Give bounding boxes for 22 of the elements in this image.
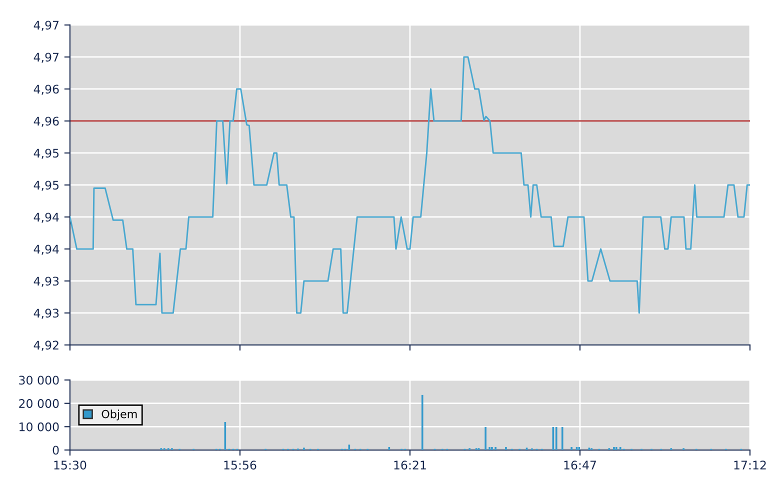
legend-label: Objem <box>102 410 137 420</box>
x-tick-label: 16:47 <box>564 460 596 470</box>
y-tick-label: 4,94 <box>34 244 59 255</box>
y-tick-label: 4,95 <box>34 148 59 159</box>
y-tick-label: 10 000 <box>20 422 59 432</box>
x-tick-label: 15:30 <box>54 460 86 470</box>
x-tick-label: 15:56 <box>224 460 256 470</box>
y-tick-label: 4,94 <box>34 212 59 223</box>
y-tick-label: 4,92 <box>34 340 58 351</box>
y-tick-label: 4,97 <box>34 20 59 31</box>
y-tick-label: 4,97 <box>34 52 59 63</box>
y-tick-label: 4,93 <box>34 276 59 287</box>
x-tick-label: 17:12 <box>734 460 766 470</box>
y-tick-label: 20 000 <box>19 399 59 408</box>
y-tick-label: 4,95 <box>34 180 59 191</box>
y-tick-label: 4,96 <box>34 84 59 95</box>
y-tick-label: 4,93 <box>34 308 59 319</box>
y-tick-label: 30 000 <box>19 376 59 385</box>
y-tick-label: 0 <box>52 446 59 455</box>
line-series <box>70 56 750 314</box>
y-tick-label: 4,96 <box>34 116 59 127</box>
x-tick-label: 16:21 <box>394 460 426 470</box>
